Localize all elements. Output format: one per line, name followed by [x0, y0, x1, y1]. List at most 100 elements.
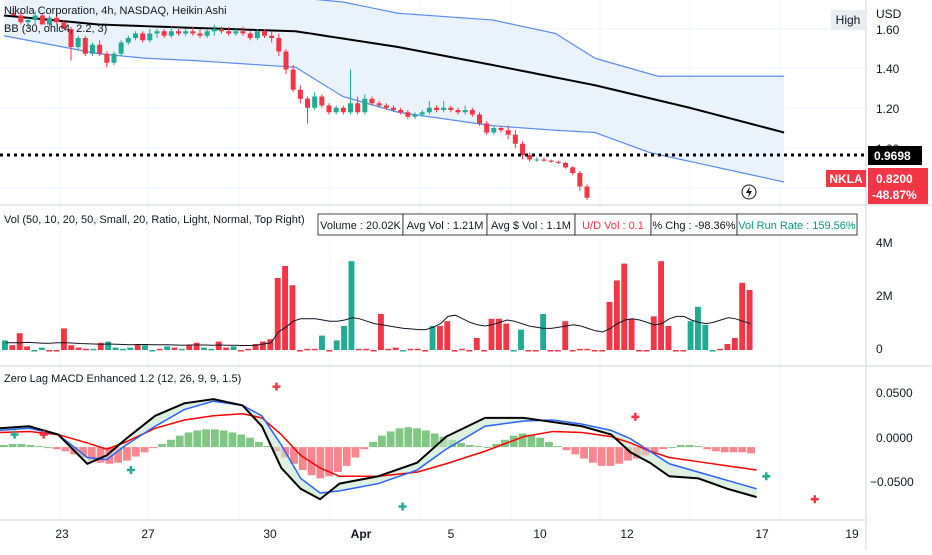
lightning-icon[interactable] — [741, 184, 757, 200]
candle-body — [520, 143, 526, 155]
candle-body — [132, 33, 138, 38]
volume-axis-ticks: 4M 2M 0 — [876, 236, 893, 356]
time-tick: 10 — [533, 527, 547, 541]
macd-histogram-bar — [0, 445, 8, 448]
macd-histogram-bar — [35, 446, 43, 448]
macd-histogram-bar — [404, 427, 413, 448]
macd-histogram-bar — [518, 433, 527, 448]
macd-histogram-bar — [202, 429, 210, 448]
volume-bar — [53, 350, 60, 352]
macd-histogram-bar — [17, 443, 26, 448]
macd-histogram-bar — [650, 447, 659, 453]
volume-bar — [488, 318, 495, 350]
candle-body — [233, 31, 239, 34]
candle-body — [391, 107, 397, 110]
macd-histogram-bar — [149, 447, 158, 449]
time-tick: 5 — [448, 527, 455, 541]
candle-body — [326, 105, 332, 113]
macd-histogram-bar — [316, 447, 325, 479]
volume-bar — [392, 347, 399, 350]
candle-body — [211, 29, 217, 32]
volume-bar — [503, 323, 510, 350]
candle-body — [240, 31, 246, 34]
volume-bar — [260, 341, 266, 350]
macd-histogram-bar — [123, 447, 131, 461]
bollinger-fill — [4, 0, 785, 182]
volume-bar — [370, 350, 377, 352]
candle-body — [405, 112, 411, 117]
candle-body — [577, 173, 583, 187]
macd-histogram-bar — [615, 447, 624, 464]
macd-histogram-bar — [263, 446, 272, 448]
volume-tick: 4M — [876, 236, 893, 250]
bollinger-bands — [3, 0, 785, 183]
time-axis-ticks: 23 27 30 Apr 5 10 12 17 19 — [55, 527, 859, 541]
volume-bar — [695, 306, 701, 350]
macd-tick: −0.0500 — [870, 475, 914, 489]
candle-body — [340, 107, 346, 113]
macd-histogram-bar — [465, 445, 474, 448]
volume-bar — [127, 347, 134, 350]
volume-tick: 2M — [876, 289, 893, 303]
macd-histogram-bar — [483, 447, 492, 449]
candle-body — [197, 33, 203, 36]
bollinger-upper-line — [315, 0, 785, 77]
volume-bar — [134, 344, 141, 350]
volume-bar — [687, 321, 694, 350]
volume-average-line — [5, 314, 751, 346]
volume-stat-text: Avg $ Vol : 1.1M — [491, 220, 571, 232]
candle-body — [226, 31, 232, 34]
candle-body — [398, 110, 404, 113]
price-candles — [11, 6, 590, 200]
volume-bar — [363, 348, 370, 351]
volume-bar — [613, 280, 620, 350]
candle-body — [190, 31, 196, 34]
candle-body — [89, 44, 95, 54]
volume-bar — [46, 350, 53, 352]
candle-body — [111, 53, 117, 63]
candle-body — [383, 105, 389, 108]
volume-tick: 0 — [876, 342, 883, 356]
candle-body — [218, 29, 224, 32]
candle-body — [54, 17, 60, 23]
macd-indicator-label[interactable]: Zero Lag MACD Enhanced 1.2 (12, 26, 9, 9… — [4, 373, 241, 385]
volume-indicator-label[interactable]: Vol (50, 10, 20, 50, Small, 20, Ratio, L… — [4, 214, 305, 226]
macd-histogram-bar — [193, 430, 202, 448]
time-tick: 12 — [620, 527, 634, 541]
volume-bar — [83, 348, 89, 351]
candle-body — [548, 160, 554, 162]
volume-bar — [142, 345, 148, 350]
candle-body — [75, 38, 81, 47]
macd-histogram-bar — [536, 437, 545, 448]
candle-body — [247, 33, 253, 38]
candle-body — [555, 161, 561, 163]
candle-body — [434, 107, 440, 110]
macd-histogram-bar — [219, 430, 228, 448]
macd-histogram-bar — [210, 429, 219, 448]
last-price-tag: NKLA 0.8200 -48.87% — [826, 168, 928, 204]
volume-bar — [481, 350, 488, 352]
candle-body — [477, 114, 483, 124]
candle-body — [61, 22, 67, 29]
macd-histogram-bar — [430, 433, 439, 448]
volume-bar — [378, 314, 384, 350]
macd-histogram-bar — [378, 435, 386, 448]
volume-bar — [643, 350, 650, 352]
macd-tick: 0.0500 — [876, 386, 913, 400]
candle-body — [312, 96, 318, 108]
candle-body — [68, 29, 74, 47]
candle-body — [18, 15, 24, 23]
currency-label: USD — [876, 7, 902, 21]
time-tick: Apr — [351, 527, 372, 541]
change-percent-value: -48.87% — [872, 188, 917, 202]
candle-body — [32, 15, 38, 20]
macd-histogram-bar — [290, 447, 298, 464]
bb-indicator-label[interactable]: BB (30, ohlc4, 2.2, 3) — [4, 23, 107, 35]
volume-bar — [547, 350, 554, 352]
candle-body — [584, 186, 590, 198]
last-price-tag-bg — [868, 168, 928, 204]
candle-body — [333, 107, 339, 113]
volume-bar — [75, 347, 82, 350]
candle-body — [484, 123, 490, 133]
volume-stat-text: U/D Vol : 0.1 — [582, 220, 644, 232]
